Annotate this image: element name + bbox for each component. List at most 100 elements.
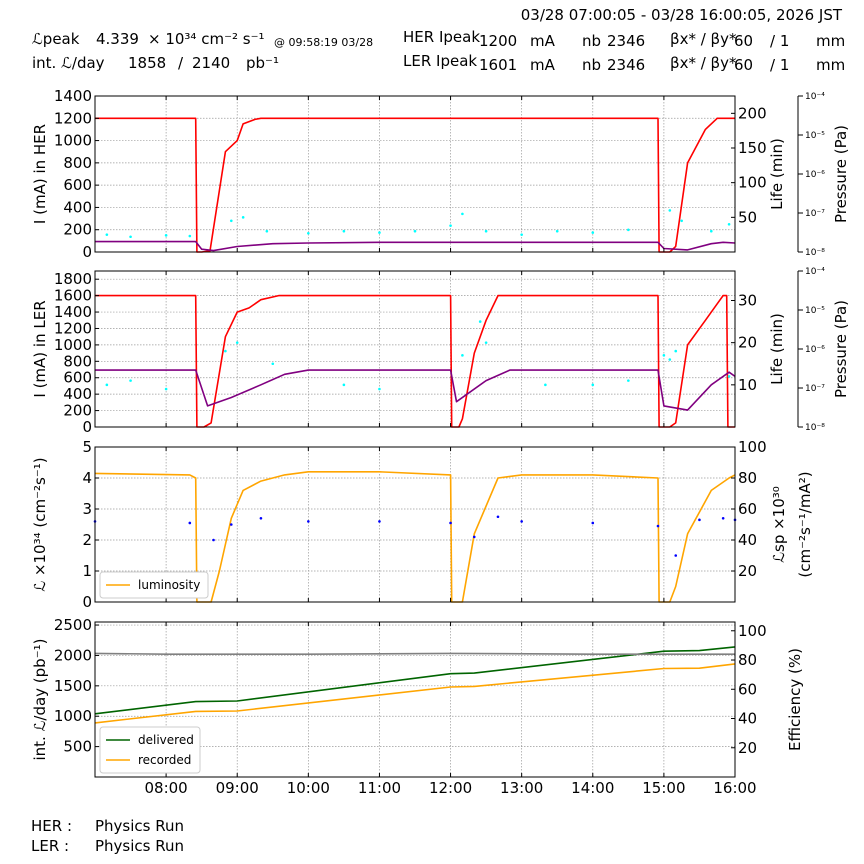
- run-status: HER : Physics Run LER : Physics Run: [31, 817, 184, 855]
- lifetime-point: [188, 234, 192, 238]
- ler-peak-label: LER Ipeak: [403, 52, 477, 70]
- y-right-axis-label: ℒsp ×10³⁰: [770, 486, 788, 563]
- x-tick-label: 09:00: [216, 779, 259, 797]
- y-tick-label: 600: [63, 176, 92, 194]
- specific-luminosity-point: [656, 524, 660, 528]
- lifetime-point: [555, 229, 559, 233]
- specific-luminosity-point: [259, 517, 263, 520]
- lifetime-point: [271, 362, 275, 366]
- specific-luminosity-point: [591, 521, 595, 525]
- lifetime-point: [627, 379, 630, 382]
- y-tick-label: 1200: [54, 109, 92, 127]
- lifetime-point: [164, 234, 168, 237]
- lifetime-point: [241, 216, 245, 219]
- specific-luminosity-point: [472, 535, 476, 539]
- plot-frame: [94, 95, 736, 253]
- specific-luminosity-point: [378, 520, 381, 523]
- beam-current-line: [95, 294, 735, 428]
- plot-frame: [94, 270, 736, 428]
- ler-beta-unit: mm: [816, 56, 845, 74]
- her-beta-label: βx* / βy*: [670, 30, 737, 48]
- y-right-tick-label: 30: [738, 292, 757, 310]
- y-tick-label: 4: [82, 469, 92, 487]
- peak-luminosity-value: 4.339: [96, 30, 139, 48]
- x-tick-label: 11:00: [358, 779, 401, 797]
- her-bunches-label: nb: [582, 32, 601, 50]
- legend-label: recorded: [138, 753, 191, 767]
- y-tick-label: 1200: [54, 319, 92, 337]
- integrated-delivered: 1858: [128, 54, 166, 72]
- her-beta-unit: mm: [816, 32, 845, 50]
- y-tick-label: 0: [82, 418, 92, 436]
- integrated-unit: pb⁻¹: [246, 54, 279, 72]
- lifetime-point: [668, 209, 672, 212]
- her-peak-value: 1200: [479, 32, 517, 50]
- y-tick-label: 1000: [54, 336, 92, 354]
- pressure-axis-label: Pressure (Pa): [832, 125, 850, 223]
- ler-bunches-value: 2346: [607, 56, 645, 74]
- plot-frame: [94, 621, 736, 778]
- y-tick-label: 3: [82, 500, 92, 518]
- y-right-tick-label: 20: [738, 562, 757, 580]
- y-right-tick-label: 80: [738, 651, 757, 669]
- lifetime-point: [378, 387, 381, 391]
- lifetime-point: [727, 222, 731, 226]
- lifetime-point: [342, 383, 346, 387]
- integrated-luminosity-panel: 500 1000 1500 2000 2500 20 40 60 80 100 int. ℒ/day…: [31, 616, 804, 797]
- header: 03/28 07:00:05 - 03/28 16:00:05, 2026 JS…: [32, 6, 845, 74]
- peak-luminosity-unit: × 10³⁴ cm⁻² s⁻¹: [148, 30, 265, 48]
- specific-luminosity-point: [674, 554, 678, 557]
- specific-luminosity-point: [188, 521, 192, 525]
- x-tick-label: 14:00: [571, 779, 614, 797]
- y-right-tick-label: 100: [738, 438, 767, 456]
- y-tick-label: 800: [63, 154, 92, 172]
- y-axis-label: int. ℒ/day (pb⁻¹): [31, 639, 49, 761]
- y-tick-label: 1800: [54, 270, 92, 288]
- specific-luminosity-point: [307, 520, 310, 523]
- lifetime-point: [224, 349, 227, 353]
- specific-luminosity-point: [212, 538, 215, 542]
- efficiency-line: [94, 652, 735, 656]
- specific-luminosity-point: [520, 520, 523, 523]
- x-tick-label: 16:00: [713, 779, 756, 797]
- specific-luminosity-point: [698, 518, 701, 522]
- lifetime-point: [674, 349, 678, 353]
- lifetime-point: [484, 229, 488, 233]
- y-axis-label: ℒ ×10³⁴ (cm⁻²s⁻¹): [31, 457, 49, 591]
- legend-label: delivered: [138, 733, 194, 747]
- ler-status-value: Physics Run: [95, 837, 184, 855]
- ler-beta-y: / 1: [770, 56, 789, 74]
- y-axis-label: I (mA) in HER: [31, 124, 49, 224]
- lifetime-line: [95, 240, 736, 252]
- lifetime-point: [105, 383, 109, 387]
- y-right-tick-label: 20: [738, 334, 757, 352]
- y-right-axis-unit: (cm⁻²s⁻¹/mA²): [796, 471, 814, 577]
- y-right-tick-label: 20: [738, 739, 757, 757]
- y-right-tick-label: 60: [738, 680, 757, 698]
- y-right-axis-label: Life (min): [768, 138, 786, 210]
- x-tick-label: 12:00: [429, 779, 472, 797]
- lifetime-line: [95, 369, 736, 411]
- y-right-tick-label: 80: [738, 469, 757, 487]
- y-tick-label: 400: [63, 385, 92, 403]
- pressure-tick-label: 10⁻⁷: [805, 209, 825, 219]
- y-tick-label: 1600: [54, 287, 92, 305]
- y-right-axis-label: Efficiency (%): [786, 648, 804, 751]
- lifetime-point: [520, 233, 523, 236]
- lifetime-point: [307, 231, 310, 235]
- lifetime-point: [229, 219, 233, 223]
- lifetime-point: [461, 354, 464, 357]
- her-beta-x: 60: [734, 32, 753, 50]
- lifetime-point: [235, 341, 239, 344]
- legend-label: luminosity: [138, 578, 200, 592]
- x-tick-label: 13:00: [500, 779, 543, 797]
- lifetime-point: [449, 224, 452, 227]
- her-peak-unit: mA: [530, 32, 556, 50]
- lifetime-point: [591, 231, 595, 234]
- y-tick-label: 1400: [54, 87, 92, 105]
- y-right-tick-label: 40: [738, 710, 757, 728]
- lifetime-point: [709, 229, 713, 233]
- lifetime-point: [342, 229, 346, 233]
